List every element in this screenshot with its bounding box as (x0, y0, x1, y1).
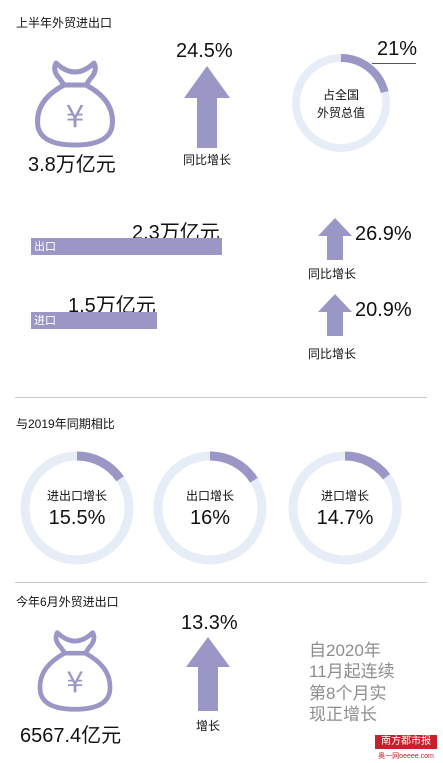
note-line-3: 第8个月实 (309, 684, 387, 703)
money-bag-yuan-icon: ¥ (35, 60, 115, 148)
section4-growth-value: 13.3% (181, 612, 238, 634)
share-label-line1: 占全国 (322, 88, 359, 102)
up-arrow-icon (184, 66, 230, 148)
section4-total-value: 6567.4亿元 (20, 725, 122, 747)
section1-total-value: 3.8万亿元 (28, 154, 116, 176)
section4-title: 今年6月外贸进出口 (16, 595, 119, 609)
import-growth-value: 20.9% (355, 299, 412, 321)
section1-title: 上半年外贸进出口 (16, 16, 113, 30)
export-bar-label: 出口 (34, 241, 56, 253)
ring-import-growth-arc (288, 451, 402, 565)
ring-export-growth: 出口增长 16% (151, 449, 269, 567)
section-divider (15, 397, 427, 398)
share-value-underline (372, 63, 416, 64)
import-bar-label: 进口 (34, 315, 56, 327)
ring-trade-growth-arc (20, 451, 134, 565)
section4-growth-label: 增长 (196, 719, 221, 733)
ring-export-growth-label: 出口增长 (185, 489, 234, 503)
section-divider (15, 582, 427, 583)
up-arrow-icon (318, 218, 352, 260)
ring-export-growth-arc (153, 451, 267, 565)
share-label-line2: 外贸总值 (316, 106, 365, 120)
section1-growth-label: 同比增长 (183, 153, 232, 167)
share-ring-arc (292, 54, 390, 152)
note-line-4: 现正增长 (309, 705, 377, 724)
section1-growth-value: 24.5% (176, 40, 233, 62)
ring-import-growth-value: 14.7% (316, 507, 374, 529)
svg-text:¥: ¥ (65, 100, 84, 135)
export-bar: 出口 (31, 238, 222, 255)
newspaper-logo-sub: 奥一网oeeee.com (378, 753, 434, 760)
ring-export-growth-value: 16% (189, 507, 231, 529)
up-arrow-icon (318, 294, 352, 336)
up-arrow-icon (186, 637, 230, 711)
section3-title: 与2019年同期相比 (16, 417, 115, 431)
section1-share-value: 21% (377, 38, 418, 60)
import-value: 1.5万亿元 (68, 295, 156, 317)
export-growth-label: 同比增长 (308, 267, 357, 281)
ring-import-growth-label: 进口增长 (320, 489, 369, 503)
note-line-1: 自2020年 (309, 641, 381, 660)
share-ring: 占全国 外贸总值 (290, 52, 392, 154)
ring-trade-growth-value: 15.5% (48, 507, 106, 529)
money-bag-yuan-icon: ¥ (37, 630, 113, 712)
ring-trade-growth: 进出口增长 15.5% (18, 449, 136, 567)
import-bar: 进口 (31, 312, 157, 329)
newspaper-logo: 南方都市报 (375, 735, 437, 749)
note-line-2: 11月起连续 (309, 662, 395, 681)
ring-trade-growth-label: 进出口增长 (46, 489, 107, 503)
export-growth-value: 26.9% (355, 223, 412, 245)
ring-import-growth: 进口增长 14.7% (286, 449, 404, 567)
import-growth-label: 同比增长 (308, 347, 357, 361)
svg-text:¥: ¥ (66, 666, 84, 699)
